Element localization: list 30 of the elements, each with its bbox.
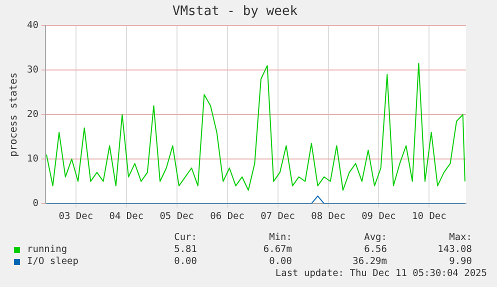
- y-axis-title: process states: [8, 72, 20, 157]
- y-tick-label: 40: [26, 20, 39, 32]
- text: Min:: [269, 232, 292, 244]
- text: Max:: [449, 232, 472, 244]
- x-tick-label: 07 Dec: [260, 210, 295, 222]
- chart-title: VMstat - by week: [172, 4, 298, 20]
- legend-label: running: [27, 244, 68, 256]
- text: 5.81: [174, 244, 197, 256]
- text: 0.00: [269, 256, 292, 268]
- text: 143.08: [438, 244, 472, 256]
- x-tick-label: 06 Dec: [210, 210, 244, 222]
- text: Avg:: [364, 232, 387, 244]
- x-tick-label: 05 Dec: [160, 210, 194, 222]
- x-tick-label: 03 Dec: [58, 210, 94, 222]
- y-tick-label: 0: [32, 198, 39, 210]
- y-tick-label: 20: [26, 109, 39, 120]
- y-tick-label: 10: [26, 154, 39, 165]
- text: 0.00: [174, 256, 197, 268]
- text: 36.29m: [352, 256, 387, 268]
- x-tick-label: 08 Dec: [311, 210, 346, 222]
- legend-label: I/O sleep: [27, 256, 78, 268]
- x-tick-label: 09 Dec: [362, 210, 396, 222]
- text: Cur:: [174, 232, 197, 244]
- text: 6.67m: [263, 244, 292, 256]
- x-tick-label: 10 Dec: [412, 210, 446, 222]
- y-tick-label: 30: [26, 64, 39, 76]
- text: 9.90: [449, 256, 472, 268]
- text: Last update: Thu Dec 11 05:30:04 2025: [275, 268, 487, 280]
- text: 6.56: [364, 244, 387, 256]
- x-tick-label: 04 Dec: [109, 210, 144, 222]
